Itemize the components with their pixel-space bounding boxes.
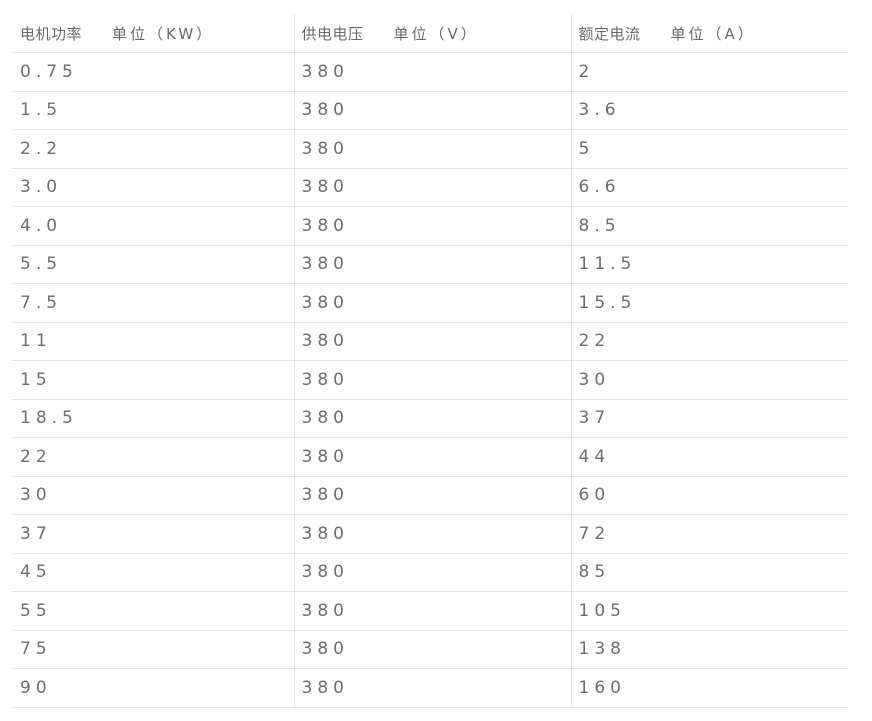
table-cell: 75 xyxy=(12,630,294,669)
table-cell: 380 xyxy=(293,245,571,284)
table-cell: 55 xyxy=(12,591,294,631)
table-row: 37 380 72 xyxy=(12,514,848,554)
column-name: 电机功率 xyxy=(20,24,83,43)
table-cell: 380 xyxy=(293,553,571,592)
table-cell: 90 xyxy=(12,668,294,708)
table-row: 2.2 380 5 xyxy=(12,129,848,169)
table-cell: 15 xyxy=(12,360,294,400)
table-cell: 380 xyxy=(293,168,571,207)
table-cell: 45 xyxy=(12,553,294,592)
table-cell: 2 xyxy=(570,52,848,92)
table-cell: 380 xyxy=(293,322,571,361)
table-row: 3.0 380 6.6 xyxy=(12,168,848,207)
table-cell: 138 xyxy=(570,630,848,669)
table-cell: 18.5 xyxy=(12,399,294,438)
table-cell: 37 xyxy=(570,399,848,438)
table-cell: 380 xyxy=(293,399,571,438)
table-cell: 380 xyxy=(293,52,571,92)
table-cell: 380 xyxy=(293,591,571,631)
table-row: 75 380 138 xyxy=(12,630,848,669)
table-row: 45 380 85 xyxy=(12,553,848,592)
header-row: 电机功率 单位（KW） 供电电压 单位（V） 额定电流 单位（A） xyxy=(12,14,848,53)
column-unit: 单位（V） xyxy=(393,24,479,43)
table-cell: 6.6 xyxy=(570,168,848,207)
table-cell: 4.0 xyxy=(12,206,294,246)
table-cell: 3.6 xyxy=(570,91,848,130)
table-cell: 22 xyxy=(570,322,848,361)
table-cell: 105 xyxy=(570,591,848,631)
table-cell: 380 xyxy=(293,476,571,515)
table-row: 0.75 380 2 xyxy=(12,52,848,92)
table-cell: 380 xyxy=(293,514,571,554)
table-row: 1.5 380 3.6 xyxy=(12,91,848,130)
column-unit: 单位（KW） xyxy=(112,24,215,43)
table-cell: 380 xyxy=(293,206,571,246)
table-cell: 380 xyxy=(293,129,571,169)
table-cell: 60 xyxy=(570,476,848,515)
column-name: 额定电流 xyxy=(578,24,641,43)
table-cell: 5.5 xyxy=(12,245,294,284)
column-header: 电机功率 单位（KW） xyxy=(12,14,294,53)
table-cell: 11.5 xyxy=(570,245,848,284)
table-cell: 380 xyxy=(293,668,571,708)
table-cell: 85 xyxy=(570,553,848,592)
table-cell: 380 xyxy=(293,283,571,323)
table-row: 11 380 22 xyxy=(12,322,848,361)
column-unit: 单位（A） xyxy=(670,24,756,43)
table-row: 5.5 380 11.5 xyxy=(12,245,848,284)
table-cell: 22 xyxy=(12,437,294,477)
table-cell: 30 xyxy=(570,360,848,400)
column-name: 供电电压 xyxy=(301,24,364,43)
table-cell: 380 xyxy=(293,91,571,130)
table-row: 55 380 105 xyxy=(12,591,848,631)
motor-spec-table: 电机功率 单位（KW） 供电电压 单位（V） 额定电流 单位（A） 0.75 380 2 1.5… xyxy=(12,14,848,708)
table-cell: 5 xyxy=(570,129,848,169)
table-cell: 44 xyxy=(570,437,848,477)
table-row: 15 380 30 xyxy=(12,360,848,400)
table-row: 30 380 60 xyxy=(12,476,848,515)
table-cell: 30 xyxy=(12,476,294,515)
table-cell: 380 xyxy=(293,360,571,400)
table-row: 4.0 380 8.5 xyxy=(12,206,848,246)
table-cell: 3.0 xyxy=(12,168,294,207)
table-cell: 380 xyxy=(293,437,571,477)
table-cell: 1.5 xyxy=(12,91,294,130)
column-header: 供电电压 单位（V） xyxy=(293,14,571,53)
table-cell: 380 xyxy=(293,630,571,669)
table-row: 22 380 44 xyxy=(12,437,848,477)
table-cell: 8.5 xyxy=(570,206,848,246)
column-header: 额定电流 单位（A） xyxy=(570,14,848,53)
table-cell: 37 xyxy=(12,514,294,554)
table-cell: 72 xyxy=(570,514,848,554)
table-cell: 7.5 xyxy=(12,283,294,323)
table-cell: 160 xyxy=(570,668,848,708)
table-row: 18.5 380 37 xyxy=(12,399,848,438)
table-row: 7.5 380 15.5 xyxy=(12,283,848,323)
table-cell: 15.5 xyxy=(570,283,848,323)
table-cell: 11 xyxy=(12,322,294,361)
table-cell: 0.75 xyxy=(12,52,294,92)
table-row: 90 380 160 xyxy=(12,668,848,708)
table-cell: 2.2 xyxy=(12,129,294,169)
